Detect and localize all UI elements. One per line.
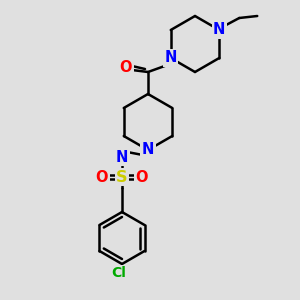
Text: N: N	[165, 50, 177, 65]
Text: Cl: Cl	[112, 266, 126, 280]
Text: O: O	[136, 169, 148, 184]
Text: N: N	[213, 22, 225, 38]
Text: O: O	[120, 61, 132, 76]
Text: S: S	[116, 169, 128, 184]
Text: N: N	[116, 149, 128, 164]
Text: O: O	[96, 169, 108, 184]
Text: N: N	[142, 142, 154, 158]
